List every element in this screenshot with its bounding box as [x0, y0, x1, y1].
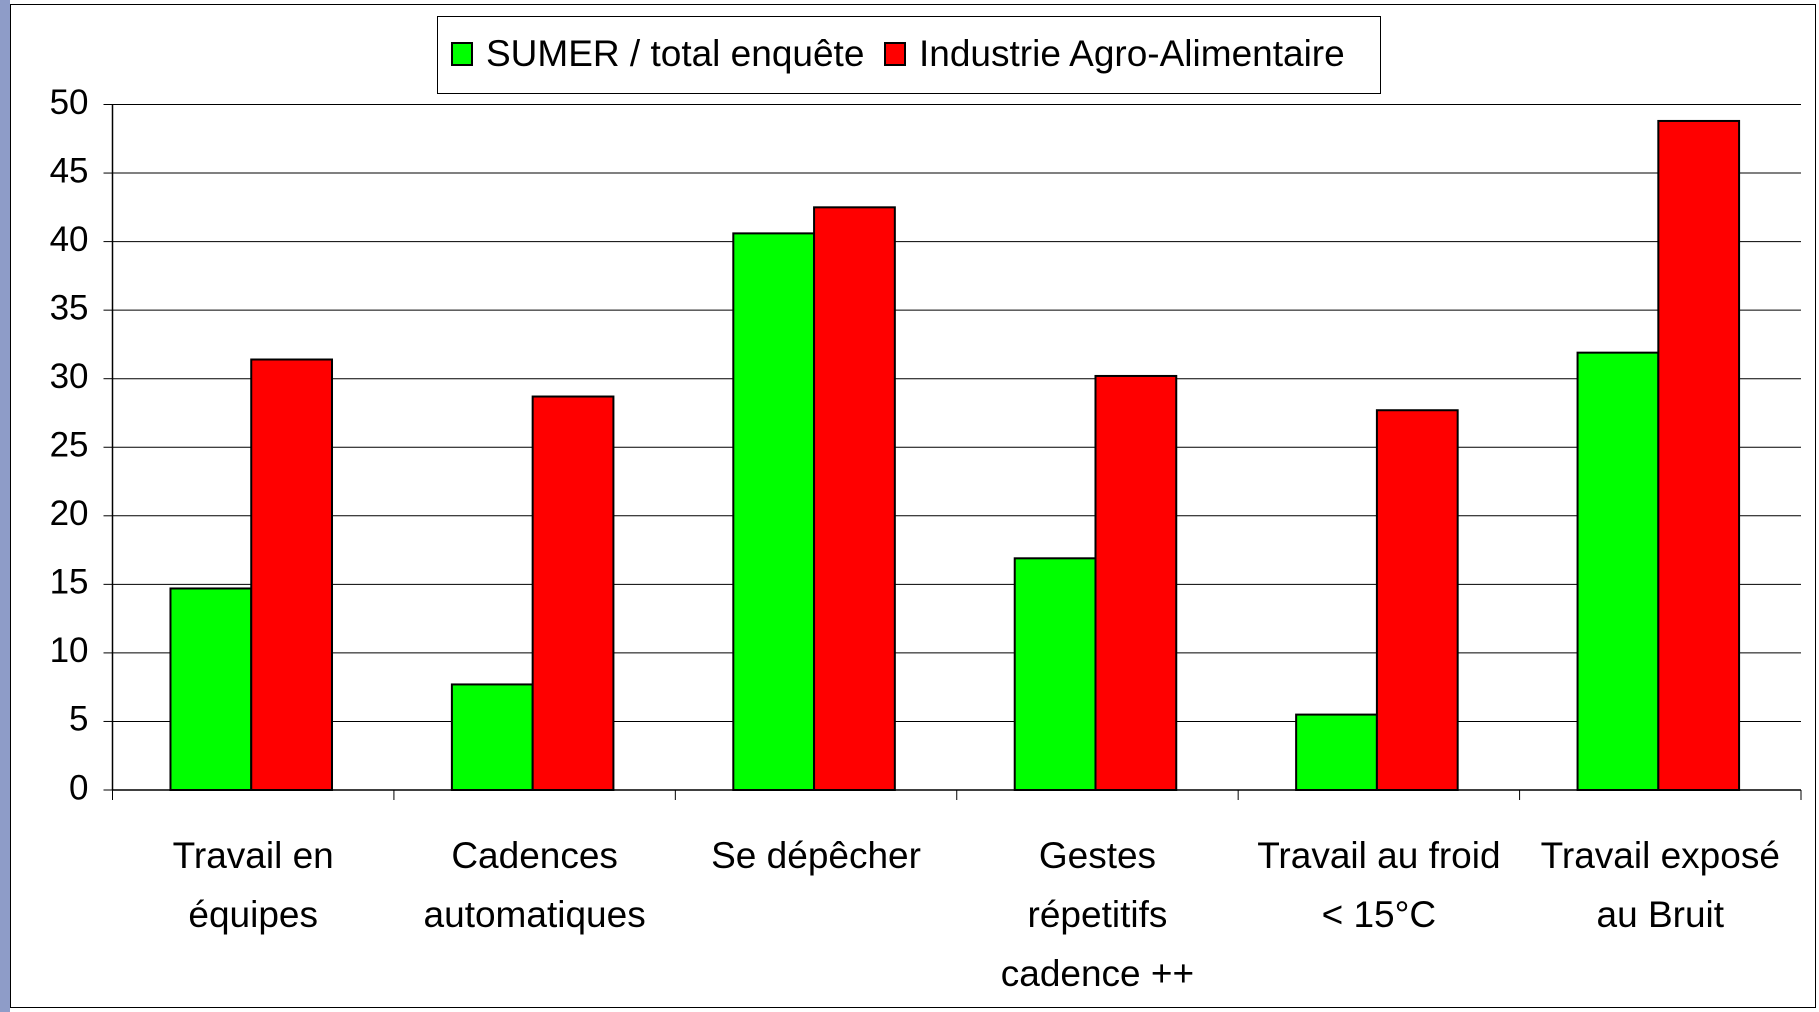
x-tick-label: Travail en	[173, 835, 334, 876]
y-tick-label: 35	[50, 288, 89, 327]
y-tick-label: 0	[69, 768, 88, 807]
bar	[250, 358, 334, 791]
bar	[813, 206, 896, 791]
y-tick-label: 40	[50, 220, 89, 259]
bar	[1657, 119, 1741, 791]
bar	[1576, 351, 1660, 791]
x-tick-label: au Bruit	[1597, 894, 1725, 935]
x-tick-label: Se dépêcher	[711, 835, 921, 876]
x-tick-label: Travail au froid	[1257, 835, 1500, 876]
x-tick-label: Cadences	[451, 835, 618, 876]
bar	[732, 232, 816, 791]
legend-box	[437, 16, 1381, 94]
bar	[450, 683, 534, 791]
y-tick-label: 45	[50, 151, 89, 190]
legend-swatch	[451, 42, 473, 66]
y-tick-label: 50	[50, 83, 89, 122]
bar	[169, 587, 253, 792]
x-tick-label: cadence ++	[1001, 953, 1194, 994]
legend-label: SUMER / total enquête	[486, 33, 864, 74]
legend-label: Industrie Agro-Alimentaire	[919, 33, 1345, 74]
y-tick-label: 20	[50, 494, 89, 533]
bar	[1094, 374, 1178, 791]
bar	[1295, 713, 1378, 791]
x-tick-label: équipes	[188, 894, 318, 935]
x-tick-label: automatiques	[424, 894, 646, 935]
x-tick-label: Gestes	[1039, 835, 1156, 876]
y-tick-label: 15	[50, 563, 89, 602]
y-tick-label: 25	[50, 426, 89, 465]
x-tick-label: Travail exposé	[1541, 835, 1780, 876]
x-tick-label: répetitifs	[1028, 894, 1168, 935]
legend-swatch	[884, 42, 906, 66]
bar	[531, 395, 615, 791]
x-tick-label: < 15°C	[1322, 894, 1437, 935]
bar	[1375, 409, 1459, 791]
side-strip	[0, 0, 10, 1012]
y-tick-label: 5	[69, 700, 88, 739]
y-tick-label: 30	[50, 357, 89, 396]
bar	[1013, 557, 1097, 792]
y-tick-label: 10	[50, 631, 89, 670]
